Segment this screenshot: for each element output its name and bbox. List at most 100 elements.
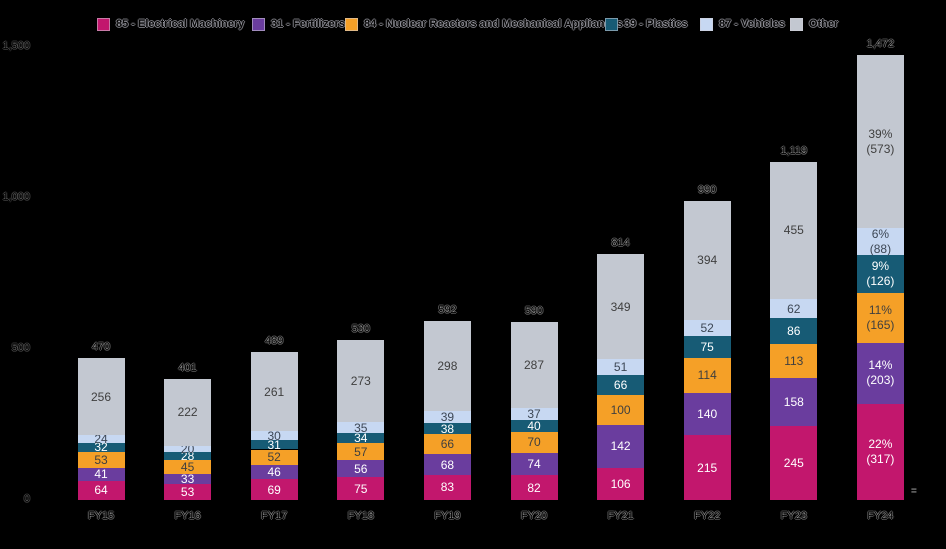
segment-value-label: 45 [180,460,195,475]
x-axis-tick-label: FY24 [867,510,894,522]
segment-value-label: 30 [267,428,281,443]
bar-segment: 39 [423,411,471,423]
x-axis-tick-label: FY23 [780,510,807,522]
segment-value-label: 35 [354,420,368,435]
x-axis-tick-label: FY15 [87,510,115,522]
bar-segment: 35 [337,420,385,435]
bar-segment: 52 [250,449,298,466]
legend-label: 84 - Nuclear Reactors and Mechanical App… [364,18,623,30]
bar-total-label: 470 [91,340,111,353]
bar-segment: 45 [164,460,212,475]
bar-segment: 56 [337,460,385,478]
segment-value-label: 261 [264,384,285,399]
legend-label: 31 - Fertilizers [271,18,345,30]
segment-value-label: 68 [440,457,455,472]
bar-segment: 142 [597,425,645,468]
segment-value-label: 31 [267,437,281,452]
bar-segment: 33 [164,471,212,486]
bar-segment: 86 [770,318,818,344]
bar-segment: 66 [423,434,471,455]
legend-label: 39 - Plastics [624,18,688,30]
y-axis-tick-label: 1,000 [2,190,30,203]
segment-value-label: 245 [783,455,804,470]
bar-segment: 40 [510,419,558,432]
segment-value-label: 66 [440,437,455,452]
bar-segment: 287 [510,321,558,409]
x-axis-tick-label: FY22 [694,510,721,522]
bar-total-label: 990 [698,183,717,196]
bar-segment: 261 [250,352,298,432]
segment-value-label: 69 [267,482,281,497]
segment-value-label: 56 [354,461,368,476]
segment-value-label: 349 [610,299,631,314]
bar-segment: 57 [337,443,385,461]
y-axis-tick-label: 500 [11,341,30,354]
segment-value-label: 75 [354,481,368,496]
bar-segment: 82 [510,475,558,500]
x-axis-tick-label: FY20 [520,510,548,522]
segment-value-label: 38 [440,421,455,436]
x-axis-tick-label: FY21 [607,510,634,522]
bar-segment: 52 [683,319,731,336]
bar-segment: 24 [77,433,125,445]
bar-segment: 11% (165) [856,292,904,343]
segment-value-label: 106 [610,476,631,491]
segment-percent-label: 22% (317) [866,437,895,467]
bar-total-label: 401 [178,361,197,374]
legend-swatch-icon [97,17,110,31]
segment-percent-label: 39% (573) [866,126,895,156]
segment-value-label: 100 [610,402,631,417]
bar-segment: 46 [250,465,298,480]
bar-segment: 69 [250,479,298,500]
bar-segment: 273 [337,339,385,423]
legend-item: 87 - Vehicles [700,17,785,31]
segment-value-label: 64 [94,483,108,498]
segment-value-label: 287 [523,358,545,372]
bar-segment: 51 [597,359,645,375]
x-axis-tick-label: FY18 [347,510,374,522]
bar-segment: 100 [597,394,645,426]
legend-item: 85 - Electrical Machinery [97,17,244,31]
footnote-mark: = [911,486,917,497]
bar-segment: 6% (88) [856,227,904,256]
segment-value-label: 52 [700,320,714,335]
segment-percent-label: 14% (203) [866,358,895,388]
bar-segment: 41 [77,467,125,482]
bar-segment: 53 [164,483,212,500]
segment-value-label: 394 [697,253,718,268]
segment-value-label: 455 [783,223,804,238]
bar-segment: 66 [597,374,645,395]
segment-value-label: 53 [94,453,108,468]
segment-value-label: 142 [610,439,631,454]
bar-segment: 34 [337,432,385,444]
segment-value-label: 46 [267,465,281,480]
bar-segment: 75 [683,335,731,359]
legend-swatch-icon [345,17,358,31]
segment-value-label: 33 [180,471,195,486]
legend-swatch-icon [700,17,713,31]
bar-segment: 14% (203) [856,342,904,405]
segment-value-label: 140 [697,406,718,421]
segment-value-label: 51 [613,360,628,375]
bar-segment: 215 [683,435,731,500]
bar-segment: 30 [250,428,298,443]
bar-segment: 75 [337,477,385,500]
bar-total-label: 590 [524,304,544,317]
bar-total-label: 814 [611,236,630,249]
segment-value-label: 41 [94,467,108,482]
segment-value-label: 256 [90,389,112,404]
x-axis-tick-label: FY19 [434,510,461,522]
segment-value-label: 273 [350,374,371,389]
legend-item: 31 - Fertilizers [252,17,345,31]
segment-value-label: 158 [783,395,804,410]
bar-segment: 9% (126) [856,254,904,293]
bar-segment: 114 [683,358,731,393]
bar-segment: 31 [250,437,298,452]
bar-segment: 39% (573) [856,55,904,229]
segment-value-label: 66 [613,377,628,392]
bar-segment: 140 [683,392,731,435]
bar-segment: 106 [597,467,645,500]
bar-segment: 32 [77,441,125,453]
segment-value-label: 86 [787,324,801,338]
